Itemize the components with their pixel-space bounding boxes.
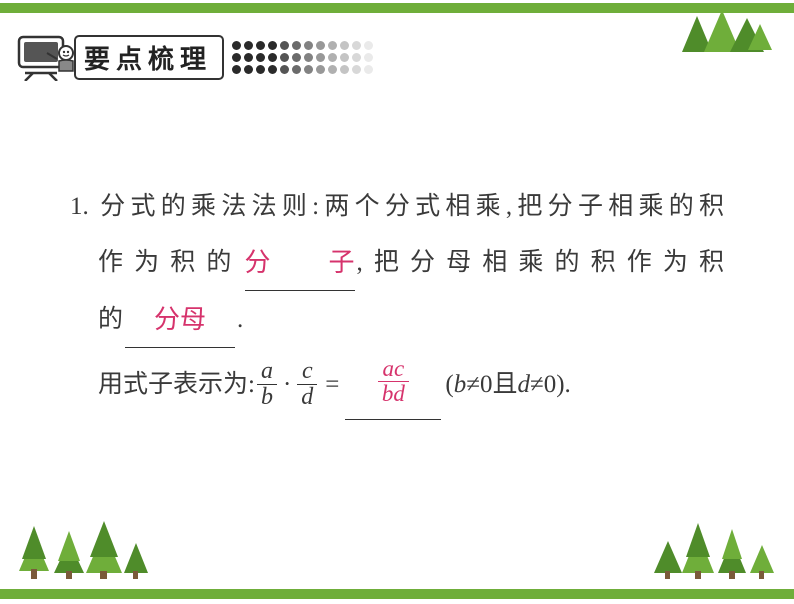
text-line-3: 的 分母. bbox=[70, 291, 724, 348]
neq1: ≠0 bbox=[466, 358, 492, 412]
dots-decoration bbox=[232, 41, 373, 74]
paren-close: ). bbox=[556, 358, 571, 412]
fraction-c-d: c d bbox=[297, 359, 317, 410]
blank-1: 分子 bbox=[245, 234, 355, 291]
paren-open: ( bbox=[445, 358, 453, 412]
blank-2-answer: 分母 bbox=[154, 305, 206, 334]
top-right-triangles bbox=[670, 10, 780, 63]
blank-3-answer: ac bd bbox=[378, 357, 409, 406]
item-number: 1. bbox=[70, 193, 89, 220]
frac1-num: a bbox=[257, 359, 277, 384]
frac-ans-den: bd bbox=[378, 381, 409, 406]
bottom-left-trees bbox=[14, 521, 164, 586]
cond-and: 且 bbox=[492, 358, 517, 412]
section-header: 要点梳理 bbox=[13, 33, 373, 81]
blank-3: ac bd bbox=[345, 366, 441, 421]
teacher-blackboard-icon bbox=[13, 33, 78, 81]
formula-line: 用式子表示为: a b · c d = ac bd ( b ≠0 且 d ≠0 … bbox=[70, 358, 724, 413]
dot-operator: · bbox=[283, 358, 291, 412]
formula-prefix: 用式子表示为: bbox=[98, 358, 255, 412]
top-border bbox=[0, 0, 794, 10]
frac2-den: d bbox=[297, 384, 317, 410]
frac-ans-num: ac bbox=[379, 357, 409, 381]
content-body: 1. 分式的乘法法则:两个分式相乘,把分子相乘的积 作为积的分子,把分母相乘的积… bbox=[70, 180, 724, 412]
text-line-2: 作为积的分子,把分母相乘的积作为积 bbox=[70, 234, 724, 291]
line3-suffix: . bbox=[237, 306, 243, 333]
blank-2: 分母 bbox=[125, 291, 235, 348]
fraction-a-b: a b bbox=[257, 359, 277, 410]
bottom-right-trees bbox=[650, 521, 780, 586]
neq2: ≠0 bbox=[530, 358, 556, 412]
line1-text: 分式的乘法法则:两个分式相乘,把分子相乘的积 bbox=[100, 193, 724, 220]
line3-prefix: 的 bbox=[98, 306, 123, 333]
frac1-den: b bbox=[257, 384, 277, 410]
frac2-num: c bbox=[298, 359, 317, 384]
text-line-1: 1. 分式的乘法法则:两个分式相乘,把分子相乘的积 bbox=[70, 180, 724, 234]
line2-prefix: 作为积的 bbox=[98, 249, 243, 276]
line2-suffix: ,把分母相乘的积作为积 bbox=[357, 249, 724, 276]
cond-d: d bbox=[517, 358, 530, 412]
blank-1-answer: 分子 bbox=[245, 248, 355, 277]
equals-sign: = bbox=[325, 358, 339, 412]
section-title: 要点梳理 bbox=[74, 35, 224, 80]
condition-text: ( b ≠0 且 d ≠0 ). bbox=[445, 358, 570, 412]
bottom-border bbox=[0, 586, 794, 596]
cond-b: b bbox=[454, 358, 467, 412]
